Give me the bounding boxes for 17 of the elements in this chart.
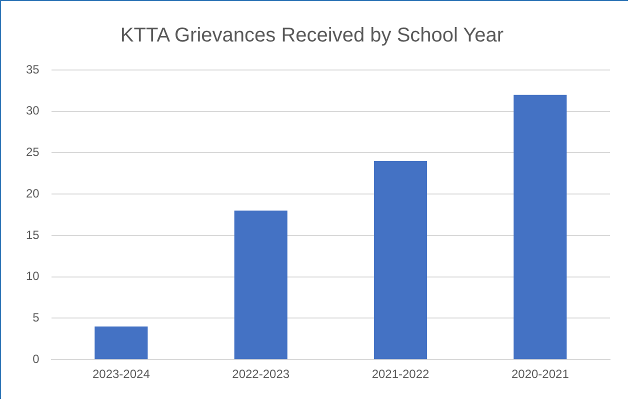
x-tick-label: 2023-2024 bbox=[92, 367, 150, 382]
bar bbox=[514, 94, 567, 360]
y-tick-label: 25 bbox=[26, 145, 40, 160]
y-tick-label: 10 bbox=[26, 269, 40, 284]
y-tick-label: 30 bbox=[26, 104, 40, 118]
y-tick-label: 5 bbox=[32, 310, 40, 325]
bar bbox=[374, 161, 428, 360]
y-tick-label: 20 bbox=[26, 186, 40, 200]
x-tick-label: 2022-2023 bbox=[232, 367, 290, 382]
x-tick-label: 2020-2021 bbox=[511, 367, 570, 382]
bar bbox=[94, 326, 148, 360]
bar bbox=[234, 210, 288, 360]
y-tick-label: 35 bbox=[26, 62, 40, 76]
x-tick-label: 2021-2022 bbox=[372, 367, 430, 382]
y-tick-label: 15 bbox=[26, 228, 40, 242]
chart-title: KTTA Grievances Received by School Year bbox=[120, 24, 504, 47]
y-tick-label: 0 bbox=[32, 352, 40, 366]
